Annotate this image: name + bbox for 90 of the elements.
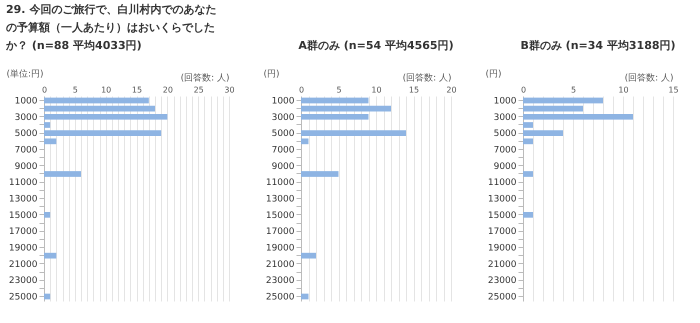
bar xyxy=(44,98,149,104)
y-tick-label: 17000 xyxy=(266,227,295,238)
bar xyxy=(301,171,338,177)
y-tick-label: 21000 xyxy=(488,260,517,270)
bar xyxy=(523,171,533,177)
x-tick-label: 10 xyxy=(101,86,112,94)
x-tick-label: 10 xyxy=(371,86,382,94)
bar xyxy=(523,114,633,120)
y-axis-title: (単位:円) xyxy=(6,68,44,80)
y-tick-label: 3000 xyxy=(494,112,517,123)
bar xyxy=(44,114,168,120)
y-tick-label: 13000 xyxy=(266,194,295,204)
y-tick-label: 1000 xyxy=(272,96,295,106)
y-tick-label: 9000 xyxy=(272,162,295,172)
y-tick-label: 7000 xyxy=(494,145,517,156)
bar xyxy=(523,130,563,136)
chart-title: B群のみ (n=34 平均3188円) xyxy=(520,39,676,52)
y-tick-label: 9000 xyxy=(14,162,38,172)
x-tick-label: 5 xyxy=(72,86,78,94)
bar xyxy=(44,106,155,112)
x-tick-label: 15 xyxy=(408,86,420,94)
y-tick-label: 19000 xyxy=(266,244,295,254)
x-tick-label: 15 xyxy=(668,86,679,94)
x-tick-label: 5 xyxy=(336,86,342,94)
bar xyxy=(44,212,50,218)
y-tick-label: 11000 xyxy=(488,178,517,188)
y-tick-label: 15000 xyxy=(266,210,295,221)
y-tick-label: 17000 xyxy=(488,227,517,238)
bar xyxy=(523,138,533,144)
y-tick-label: 13000 xyxy=(488,194,517,204)
y-tick-label: 3000 xyxy=(272,112,295,123)
bar xyxy=(301,294,308,300)
bar xyxy=(301,106,391,112)
bar xyxy=(44,122,50,128)
x-tick-label: 20 xyxy=(446,86,457,94)
bar xyxy=(44,171,81,177)
y-tick-label: 25000 xyxy=(8,292,38,303)
x-axis-title: (回答数: 人) xyxy=(180,72,230,84)
y-tick-label: 11000 xyxy=(266,178,295,188)
chart-title: A群のみ (n=54 平均4565円) xyxy=(298,39,454,52)
x-tick-label: 0 xyxy=(298,86,304,94)
bar xyxy=(301,130,406,136)
y-tick-label: 15000 xyxy=(8,210,38,221)
x-tick-label: 0 xyxy=(42,86,48,94)
y-tick-label: 7000 xyxy=(14,145,38,156)
y-tick-label: 9000 xyxy=(494,162,517,172)
bar xyxy=(44,138,56,144)
y-tick-label: 15000 xyxy=(488,210,517,221)
x-tick-label: 5 xyxy=(570,86,576,94)
x-tick-label: 10 xyxy=(618,86,629,94)
bar xyxy=(44,294,50,300)
x-tick-label: 0 xyxy=(520,86,526,94)
bar xyxy=(523,106,583,112)
x-tick-label: 15 xyxy=(132,86,142,94)
y-tick-label: 5000 xyxy=(14,129,38,140)
y-axis-title: (円) xyxy=(264,70,280,80)
bar xyxy=(523,122,533,128)
y-tick-label: 1000 xyxy=(14,96,38,106)
bar xyxy=(523,98,603,104)
x-axis-title: (回答数: 人) xyxy=(624,72,674,84)
x-tick-label: 20 xyxy=(162,86,173,94)
y-tick-label: 25000 xyxy=(488,292,517,303)
y-tick-label: 1000 xyxy=(494,96,517,106)
y-tick-label: 11000 xyxy=(8,178,38,188)
y-tick-label: 21000 xyxy=(266,260,295,270)
y-tick-label: 7000 xyxy=(272,145,295,156)
y-tick-label: 13000 xyxy=(8,194,38,204)
x-axis-title: (回答数: 人) xyxy=(402,72,452,84)
bar xyxy=(523,212,533,218)
y-tick-label: 3000 xyxy=(14,112,38,123)
y-tick-label: 17000 xyxy=(8,227,38,238)
y-tick-label: 5000 xyxy=(272,129,295,140)
bar xyxy=(301,114,368,120)
y-tick-label: 21000 xyxy=(8,260,38,270)
chart-title: 29. 今回のご旅行で、白川村内でのあなたの予算額（一人あたり）はおいくらでしたか？ (n=88 平均4033円) xyxy=(5,3,216,52)
y-tick-label: 19000 xyxy=(488,244,517,254)
bar xyxy=(301,252,316,259)
x-tick-label: 25 xyxy=(194,86,204,94)
bar xyxy=(44,130,162,136)
bar xyxy=(301,98,368,104)
bar xyxy=(301,138,308,144)
y-tick-label: 23000 xyxy=(266,276,295,286)
y-tick-label: 23000 xyxy=(8,276,38,286)
y-tick-label: 19000 xyxy=(8,244,38,254)
y-tick-label: 5000 xyxy=(494,129,517,140)
x-tick-label: 30 xyxy=(224,86,235,94)
y-tick-label: 23000 xyxy=(488,276,517,286)
y-axis-title: (円) xyxy=(486,70,502,80)
bar xyxy=(44,252,56,259)
y-tick-label: 25000 xyxy=(266,292,295,303)
